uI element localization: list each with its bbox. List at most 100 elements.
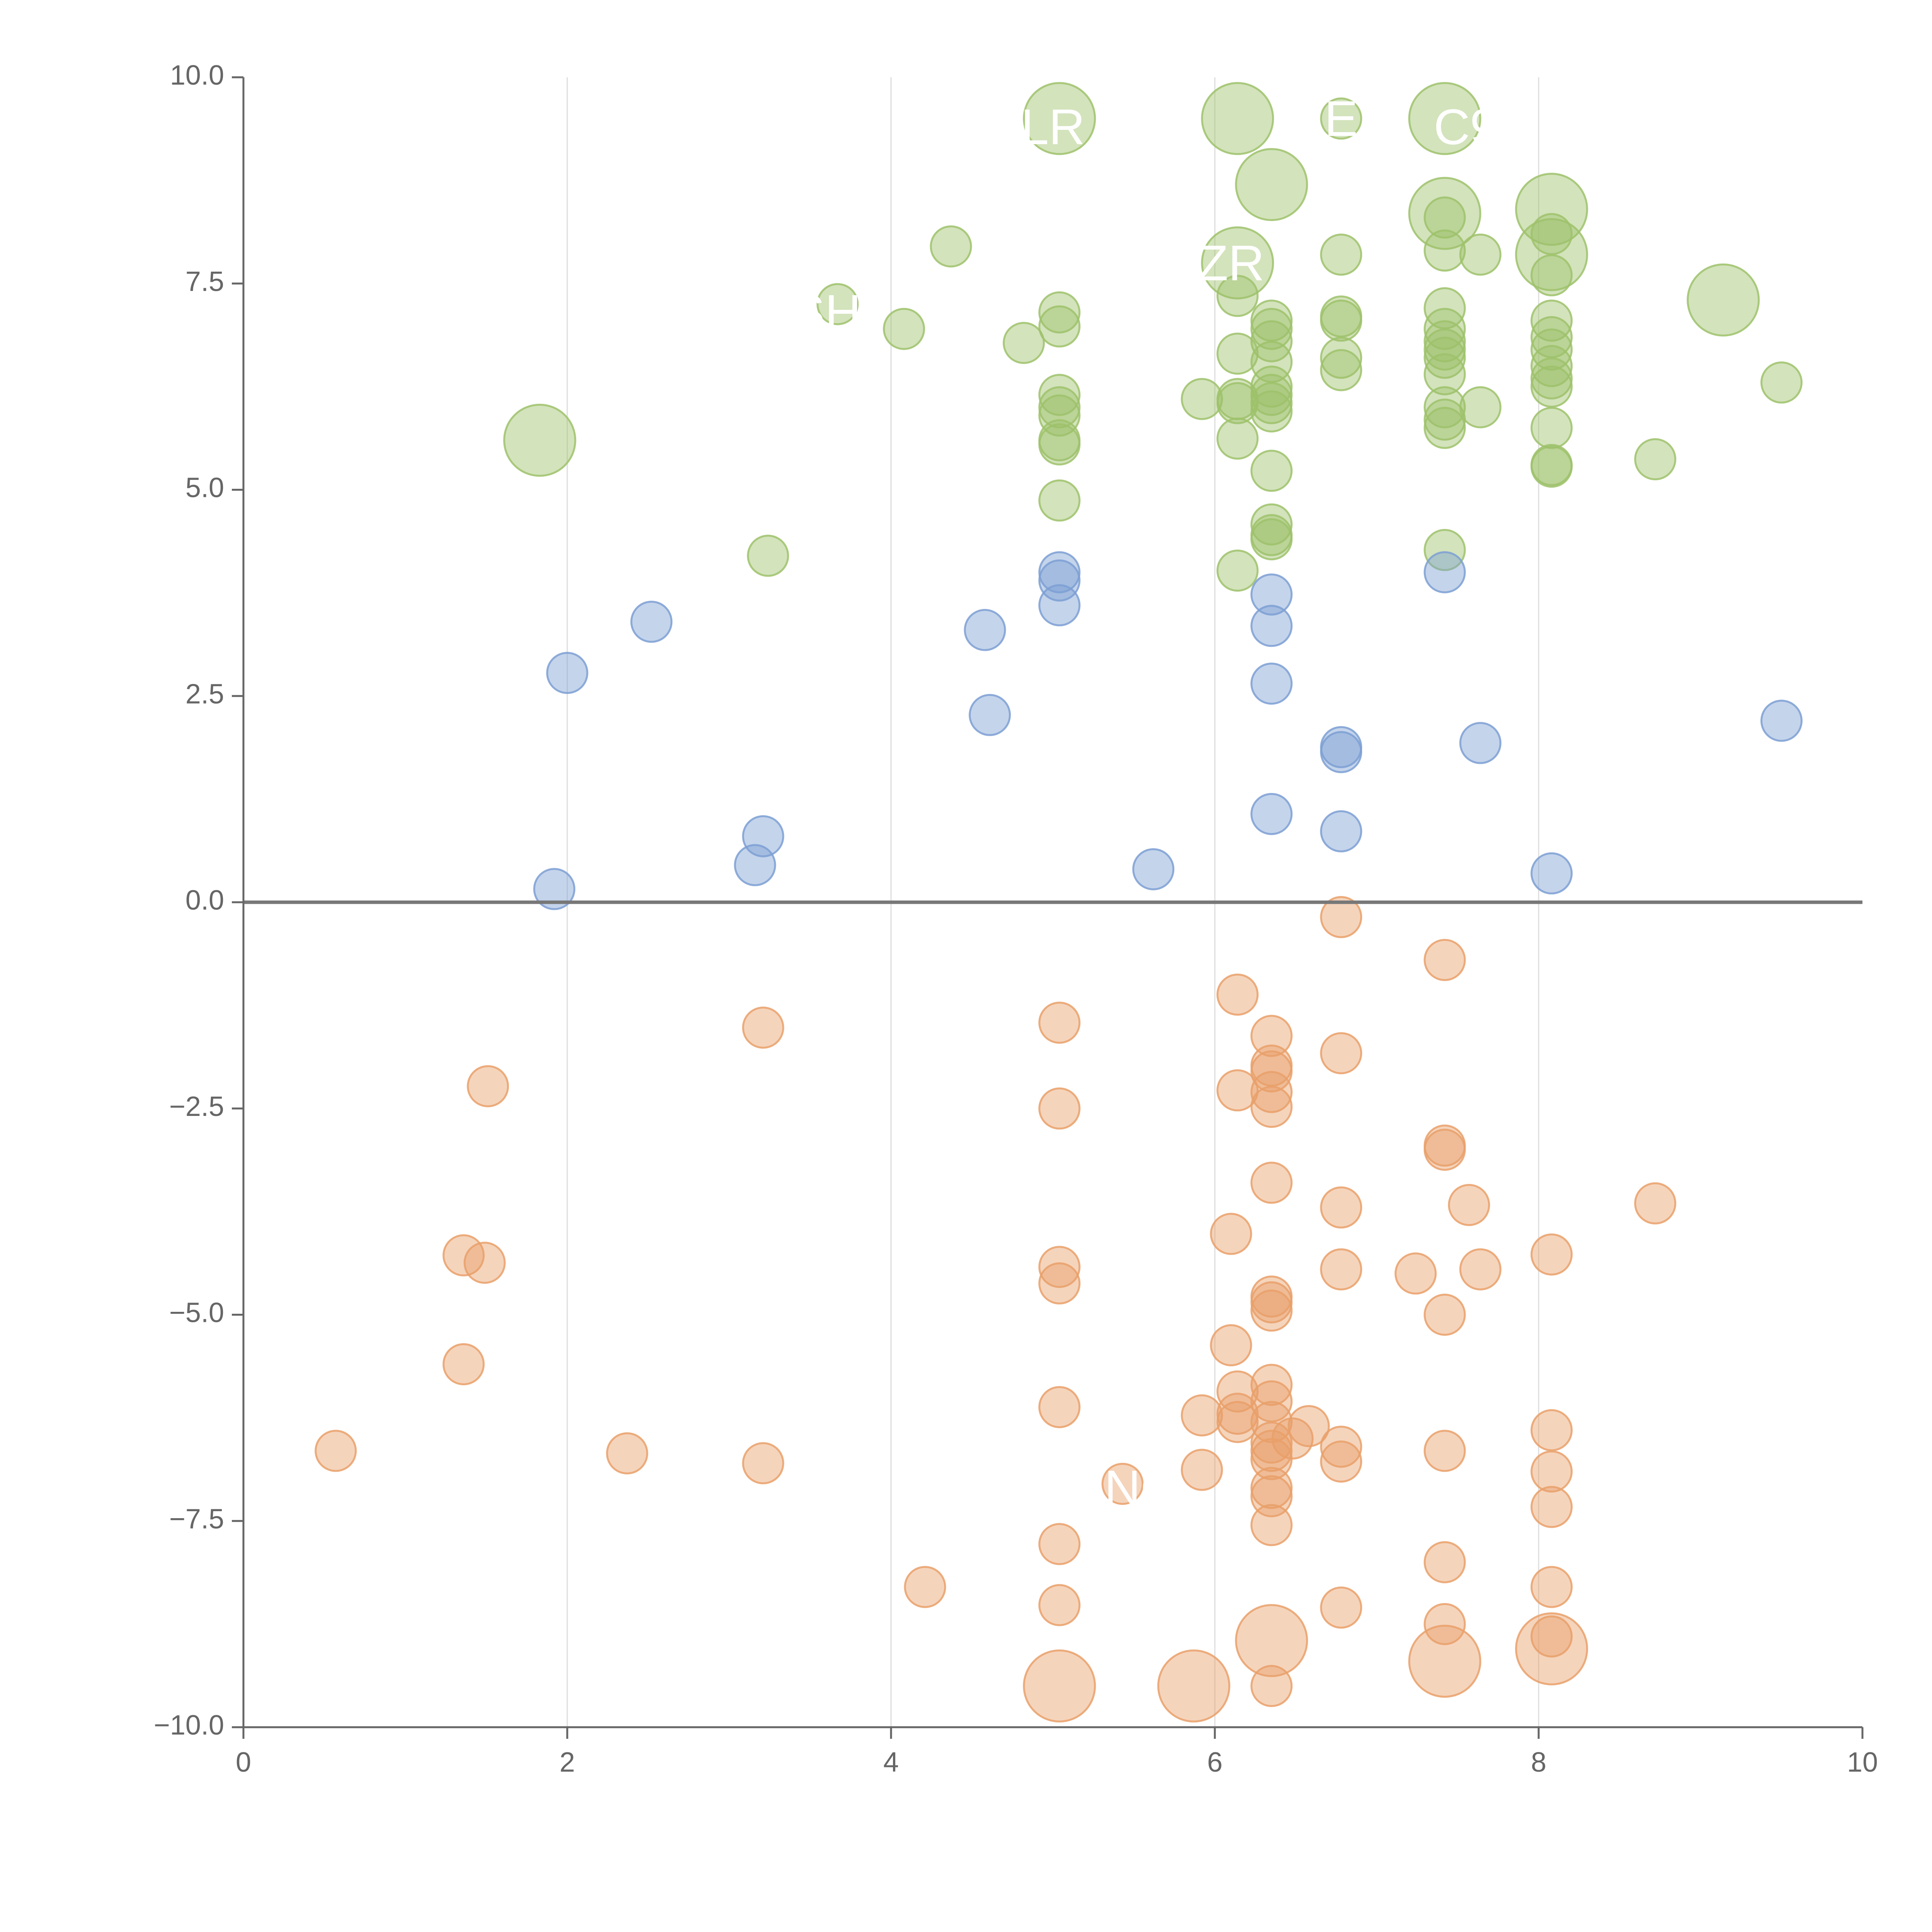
point-upper-74: [1216, 549, 1259, 592]
point-upper-7: [1423, 196, 1466, 239]
y-tick-label-5: 2.5: [185, 679, 224, 709]
point-middle-13: [1320, 731, 1362, 773]
y-tick-label-3: −2.5: [169, 1091, 224, 1122]
point-lower-16: [1250, 1162, 1293, 1204]
point-lower-31: [1250, 1289, 1293, 1332]
point-upper-71: [1250, 518, 1293, 561]
point-upper-10: [1320, 233, 1362, 276]
point-lower-1: [1423, 939, 1466, 981]
point-upper-31: [1531, 299, 1573, 342]
point-lower-11: [1250, 1071, 1293, 1113]
point-upper-38: [1320, 349, 1362, 391]
point-upper-44: [1760, 361, 1803, 404]
point-middle-11: [1760, 699, 1803, 742]
x-tick-label-4: 8: [1531, 1747, 1546, 1778]
point-lower-64: [904, 1566, 946, 1608]
point-lower-33: [1210, 1324, 1252, 1366]
point-lower-53: [315, 1430, 357, 1472]
point-lower-73: [1023, 1649, 1096, 1723]
point-lower-72: [1408, 1624, 1481, 1698]
point-upper-67: [1250, 449, 1293, 492]
point-lower-75: [1250, 1665, 1293, 1707]
point-lower-17: [1320, 1186, 1362, 1229]
point-upper-63: [1531, 406, 1573, 449]
point-lower-69: [1531, 1615, 1573, 1658]
point-lower-41: [1216, 1401, 1259, 1443]
point-lower-5: [1250, 1015, 1293, 1057]
point-upper-1: [1201, 82, 1274, 155]
point-label-5: NO: [1104, 1460, 1180, 1516]
point-middle-16: [1320, 810, 1362, 852]
point-upper-34: [1687, 263, 1760, 337]
y-tick-label-4: 0.0: [185, 885, 224, 916]
point-upper-47: [1038, 394, 1081, 437]
point-upper-73: [747, 534, 789, 577]
point-lower-22: [463, 1242, 506, 1284]
point-lower-15: [1423, 1129, 1466, 1171]
point-lower-28: [1531, 1233, 1573, 1276]
point-lower-34: [442, 1343, 485, 1386]
point-upper-48: [1181, 378, 1223, 420]
point-middle-2: [1038, 584, 1081, 626]
point-label-1: E: [1324, 90, 1358, 147]
point-upper-18: [1003, 322, 1045, 364]
y-tick-label-2: −5.0: [169, 1298, 224, 1328]
point-lower-19: [1634, 1182, 1677, 1225]
point-upper-40: [1423, 353, 1466, 396]
point-lower-13: [1038, 1087, 1081, 1130]
point-lower-26: [1395, 1252, 1437, 1295]
x-tick-label-0: 0: [236, 1747, 251, 1778]
point-lower-4: [1038, 1002, 1081, 1044]
point-lower-6: [1320, 1032, 1362, 1075]
point-upper-61: [1038, 423, 1081, 466]
point-label-0: LR: [1021, 99, 1085, 155]
point-middle-9: [1250, 662, 1293, 705]
point-upper-4: [1235, 148, 1308, 221]
point-lower-59: [1250, 1475, 1293, 1517]
point-lower-10: [1216, 1069, 1259, 1112]
point-lower-38: [1038, 1386, 1081, 1429]
point-lower-57: [1101, 1463, 1144, 1505]
point-lower-48: [1320, 1425, 1362, 1468]
point-upper-62: [1216, 417, 1259, 460]
point-lower-52: [1531, 1450, 1573, 1493]
point-lower-68: [1423, 1603, 1466, 1645]
point-upper-66: [1634, 438, 1677, 480]
point-upper-54: [1250, 390, 1293, 433]
y-tick-label-7: 7.5: [185, 266, 224, 297]
point-lower-56: [1181, 1449, 1223, 1491]
point-upper-20: [1038, 305, 1081, 348]
point-lower-63: [1423, 1541, 1466, 1583]
point-lower-2: [1216, 973, 1259, 1016]
point-label-4: SH: [791, 284, 861, 340]
point-middle-21: [1531, 852, 1573, 895]
point-upper-8: [930, 225, 972, 268]
y-tick-label-8: 10.0: [170, 60, 224, 91]
point-upper-0: [1023, 82, 1096, 155]
point-lower-18: [1448, 1184, 1490, 1226]
y-tick-label-0: −10.0: [154, 1710, 224, 1741]
point-upper-16: [816, 283, 859, 325]
point-middle-10: [969, 694, 1011, 736]
point-upper-39: [1423, 337, 1466, 379]
point-upper-15: [1531, 254, 1573, 296]
point-middle-8: [546, 652, 588, 694]
point-lower-61: [1250, 1504, 1293, 1546]
point-lower-36: [1250, 1364, 1293, 1406]
point-upper-6: [1515, 173, 1588, 246]
point-upper-12: [1459, 233, 1502, 276]
point-upper-21: [1216, 275, 1259, 317]
point-lower-12: [1250, 1086, 1293, 1128]
point-upper-2: [1320, 97, 1362, 140]
point-middle-1: [1038, 559, 1081, 602]
point-upper-68: [1038, 479, 1081, 522]
point-upper-57: [1423, 406, 1466, 449]
point-lower-54: [606, 1432, 648, 1475]
point-upper-5: [1408, 177, 1481, 250]
x-tick-label-3: 6: [1207, 1747, 1223, 1778]
point-upper-9: [1201, 226, 1274, 299]
point-middle-20: [533, 868, 575, 910]
point-upper-23: [1250, 308, 1293, 350]
point-lower-55: [742, 1442, 784, 1485]
point-upper-59: [503, 403, 577, 477]
